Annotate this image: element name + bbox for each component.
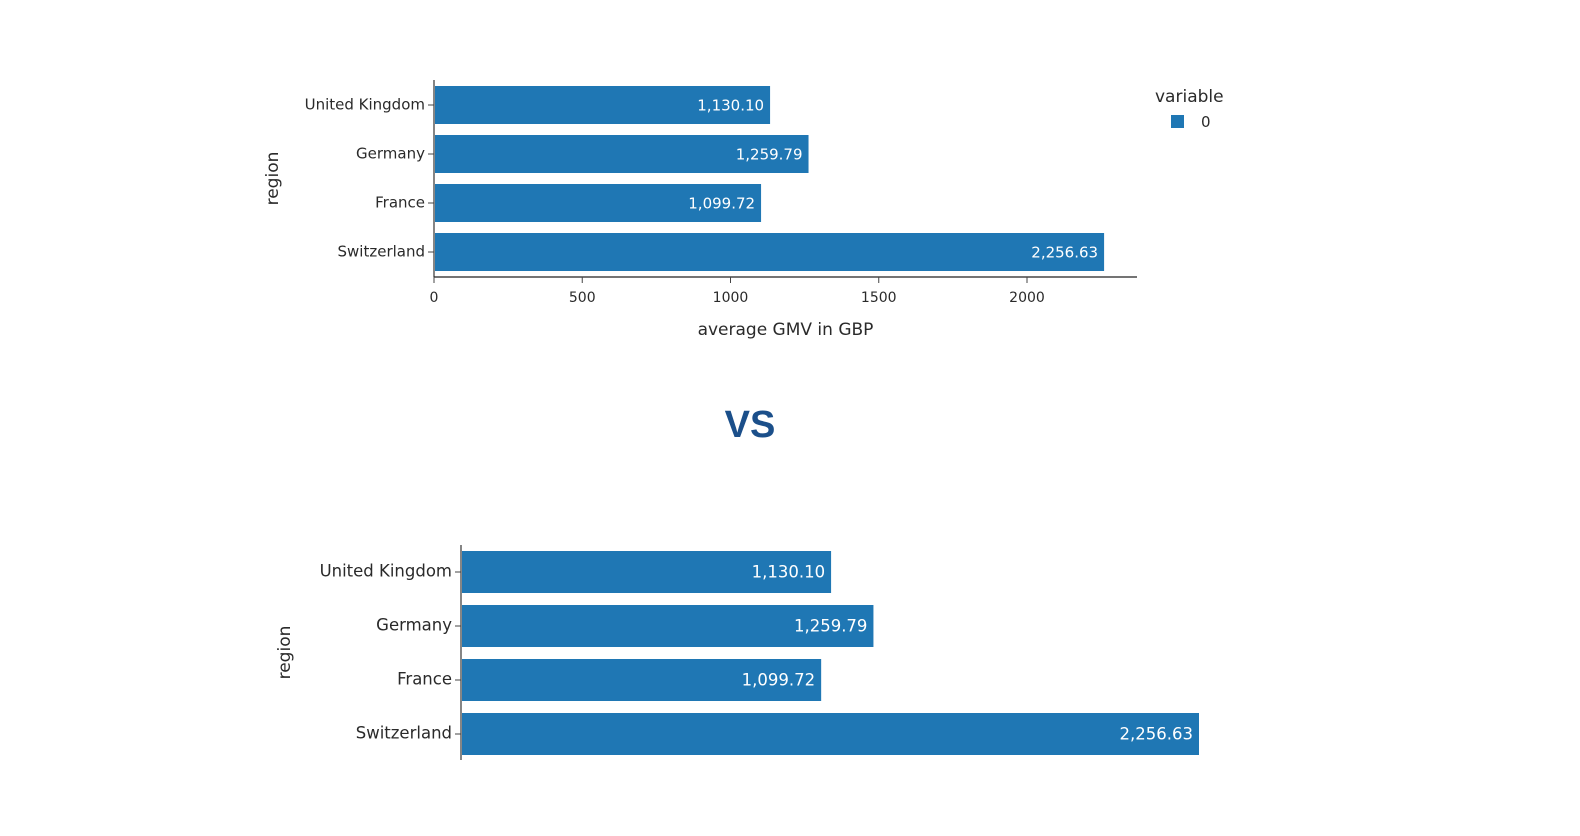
- chart1-legend-title: variable: [1155, 87, 1224, 107]
- chart1-x-axis-label: average GMV in GBP: [698, 320, 874, 340]
- chart1-x-tick-label-2: 1000: [713, 290, 749, 306]
- chart2-data-label-2: 1,099.72: [742, 671, 815, 690]
- chart2-data-label-1: 1,259.79: [794, 617, 867, 636]
- chart2-bar-3: [462, 713, 1199, 755]
- chart1-x-tick-label-3: 1500: [861, 290, 897, 306]
- chart1-bar-0: [435, 86, 771, 124]
- chart1-x-tick-label-0: 0: [430, 290, 439, 306]
- chart1-x-tick-label-1: 500: [569, 290, 596, 306]
- chart1-bar-3: [435, 233, 1105, 271]
- chart1-y-axis-label: region: [263, 152, 283, 206]
- chart2-y-axis-label: region: [275, 626, 295, 680]
- vs-separator: VS: [724, 404, 776, 446]
- chart1-category-label-0: United Kingdom: [305, 96, 425, 114]
- chart2-bar-0: [462, 551, 832, 593]
- chart1-data-label-2: 1,099.72: [688, 195, 755, 213]
- chart1-data-label-1: 1,259.79: [736, 146, 803, 164]
- chart2-category-label-1: Germany: [376, 616, 452, 635]
- chart1-data-label-3: 2,256.63: [1031, 244, 1098, 262]
- chart1-category-label-1: Germany: [356, 145, 425, 163]
- chart2-category-label-3: Switzerland: [356, 724, 452, 743]
- chart1-legend-swatch: [1171, 115, 1184, 128]
- chart2-data-label-3: 2,256.63: [1120, 725, 1193, 744]
- chart1-legend-entry: 0: [1201, 113, 1211, 131]
- chart1-bar-1: [435, 135, 809, 173]
- chart1-data-label-0: 1,130.10: [697, 97, 764, 115]
- chart2-data-label-0: 1,130.10: [752, 563, 825, 582]
- chart2-category-label-2: France: [397, 670, 452, 689]
- chart2-bar-1: [462, 605, 874, 647]
- chart2-category-label-0: United Kingdom: [320, 562, 452, 581]
- chart1-category-label-3: Switzerland: [338, 243, 426, 261]
- chart1-bar-2: [435, 184, 762, 222]
- chart2-bar-2: [462, 659, 822, 701]
- chart1-category-label-2: France: [375, 194, 425, 212]
- chart1-x-tick-label-4: 2000: [1009, 290, 1045, 306]
